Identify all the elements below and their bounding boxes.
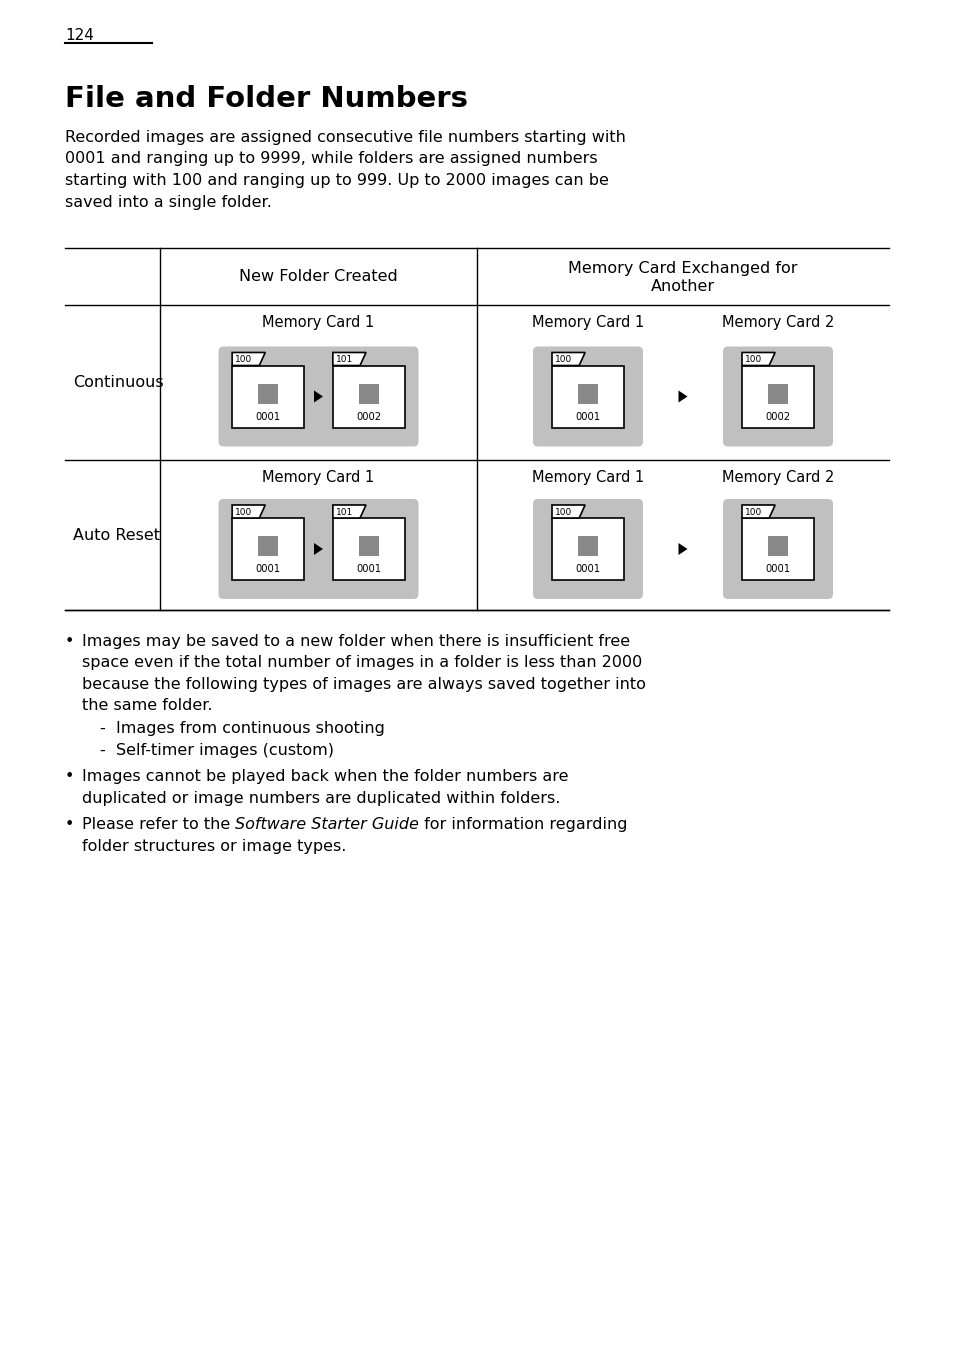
Text: Images cannot be played back when the folder numbers are: Images cannot be played back when the fo… bbox=[82, 769, 568, 784]
Text: 0001: 0001 bbox=[575, 412, 600, 422]
Text: Memory Card 1: Memory Card 1 bbox=[262, 315, 375, 330]
Text: Memory Card 1: Memory Card 1 bbox=[532, 470, 643, 485]
Polygon shape bbox=[333, 353, 366, 366]
Text: Memory Card 2: Memory Card 2 bbox=[721, 470, 833, 485]
Text: 100: 100 bbox=[234, 508, 253, 516]
FancyBboxPatch shape bbox=[218, 499, 418, 598]
Polygon shape bbox=[552, 505, 584, 517]
Text: 100: 100 bbox=[555, 508, 572, 516]
Bar bbox=[578, 536, 598, 557]
Polygon shape bbox=[314, 390, 323, 403]
Text: folder structures or image types.: folder structures or image types. bbox=[82, 839, 346, 854]
Text: 100: 100 bbox=[744, 508, 761, 516]
Text: 0002: 0002 bbox=[764, 412, 790, 422]
Text: 101: 101 bbox=[335, 508, 353, 516]
Polygon shape bbox=[678, 390, 687, 403]
Text: •: • bbox=[65, 634, 74, 648]
Text: Auto Reset: Auto Reset bbox=[73, 527, 160, 543]
Text: saved into a single folder.: saved into a single folder. bbox=[65, 195, 272, 209]
FancyBboxPatch shape bbox=[722, 346, 832, 446]
Text: space even if the total number of images in a folder is less than 2000: space even if the total number of images… bbox=[82, 655, 641, 670]
Text: Memory Card 1: Memory Card 1 bbox=[532, 315, 643, 330]
Text: because the following types of images are always saved together into: because the following types of images ar… bbox=[82, 677, 645, 692]
Text: 0001: 0001 bbox=[255, 563, 280, 574]
Text: 0001: 0001 bbox=[575, 563, 600, 574]
Text: Another: Another bbox=[650, 280, 715, 295]
Text: the same folder.: the same folder. bbox=[82, 698, 213, 713]
Text: 100: 100 bbox=[234, 355, 253, 365]
FancyBboxPatch shape bbox=[722, 499, 832, 598]
Text: 124: 124 bbox=[65, 28, 93, 43]
Text: Continuous: Continuous bbox=[73, 376, 164, 390]
FancyBboxPatch shape bbox=[533, 499, 642, 598]
Text: 101: 101 bbox=[335, 355, 353, 365]
Text: 0002: 0002 bbox=[355, 412, 381, 422]
Bar bbox=[767, 536, 787, 557]
Polygon shape bbox=[678, 543, 687, 555]
Bar bbox=[767, 384, 787, 404]
Text: 0001: 0001 bbox=[255, 412, 280, 422]
Bar bbox=[358, 536, 378, 557]
FancyBboxPatch shape bbox=[741, 366, 813, 427]
Text: •: • bbox=[65, 769, 74, 784]
Text: 0001: 0001 bbox=[355, 563, 381, 574]
Text: Please refer to the: Please refer to the bbox=[82, 817, 235, 832]
FancyBboxPatch shape bbox=[741, 517, 813, 580]
Bar bbox=[578, 384, 598, 404]
Text: Memory Card 2: Memory Card 2 bbox=[721, 315, 833, 330]
Text: •: • bbox=[65, 817, 74, 832]
Polygon shape bbox=[314, 543, 323, 555]
FancyBboxPatch shape bbox=[333, 517, 404, 580]
FancyBboxPatch shape bbox=[333, 366, 404, 427]
Text: Software Starter Guide: Software Starter Guide bbox=[235, 817, 418, 832]
Text: -  Self-timer images (custom): - Self-timer images (custom) bbox=[100, 743, 334, 758]
Text: 100: 100 bbox=[744, 355, 761, 365]
FancyBboxPatch shape bbox=[232, 366, 304, 427]
FancyBboxPatch shape bbox=[533, 346, 642, 446]
FancyBboxPatch shape bbox=[218, 346, 418, 446]
Polygon shape bbox=[552, 353, 584, 366]
Text: 100: 100 bbox=[555, 355, 572, 365]
FancyBboxPatch shape bbox=[552, 517, 623, 580]
Bar bbox=[258, 384, 278, 404]
Text: duplicated or image numbers are duplicated within folders.: duplicated or image numbers are duplicat… bbox=[82, 790, 559, 805]
FancyBboxPatch shape bbox=[232, 517, 304, 580]
Polygon shape bbox=[232, 505, 265, 517]
Text: Memory Card Exchanged for: Memory Card Exchanged for bbox=[568, 261, 797, 276]
Polygon shape bbox=[333, 505, 366, 517]
Text: for information regarding: for information regarding bbox=[418, 817, 627, 832]
Text: 0001: 0001 bbox=[764, 563, 790, 574]
Bar bbox=[358, 384, 378, 404]
Text: Memory Card 1: Memory Card 1 bbox=[262, 470, 375, 485]
Polygon shape bbox=[741, 505, 774, 517]
Text: Recorded images are assigned consecutive file numbers starting with: Recorded images are assigned consecutive… bbox=[65, 130, 625, 145]
Text: File and Folder Numbers: File and Folder Numbers bbox=[65, 85, 468, 113]
Polygon shape bbox=[741, 353, 774, 366]
Bar bbox=[258, 536, 278, 557]
Text: -  Images from continuous shooting: - Images from continuous shooting bbox=[100, 721, 384, 736]
Text: starting with 100 and ranging up to 999. Up to 2000 images can be: starting with 100 and ranging up to 999.… bbox=[65, 173, 608, 188]
Text: Images may be saved to a new folder when there is insufficient free: Images may be saved to a new folder when… bbox=[82, 634, 630, 648]
Text: 0001 and ranging up to 9999, while folders are assigned numbers: 0001 and ranging up to 9999, while folde… bbox=[65, 151, 597, 166]
Text: New Folder Created: New Folder Created bbox=[239, 269, 397, 284]
Polygon shape bbox=[232, 353, 265, 366]
FancyBboxPatch shape bbox=[552, 366, 623, 427]
